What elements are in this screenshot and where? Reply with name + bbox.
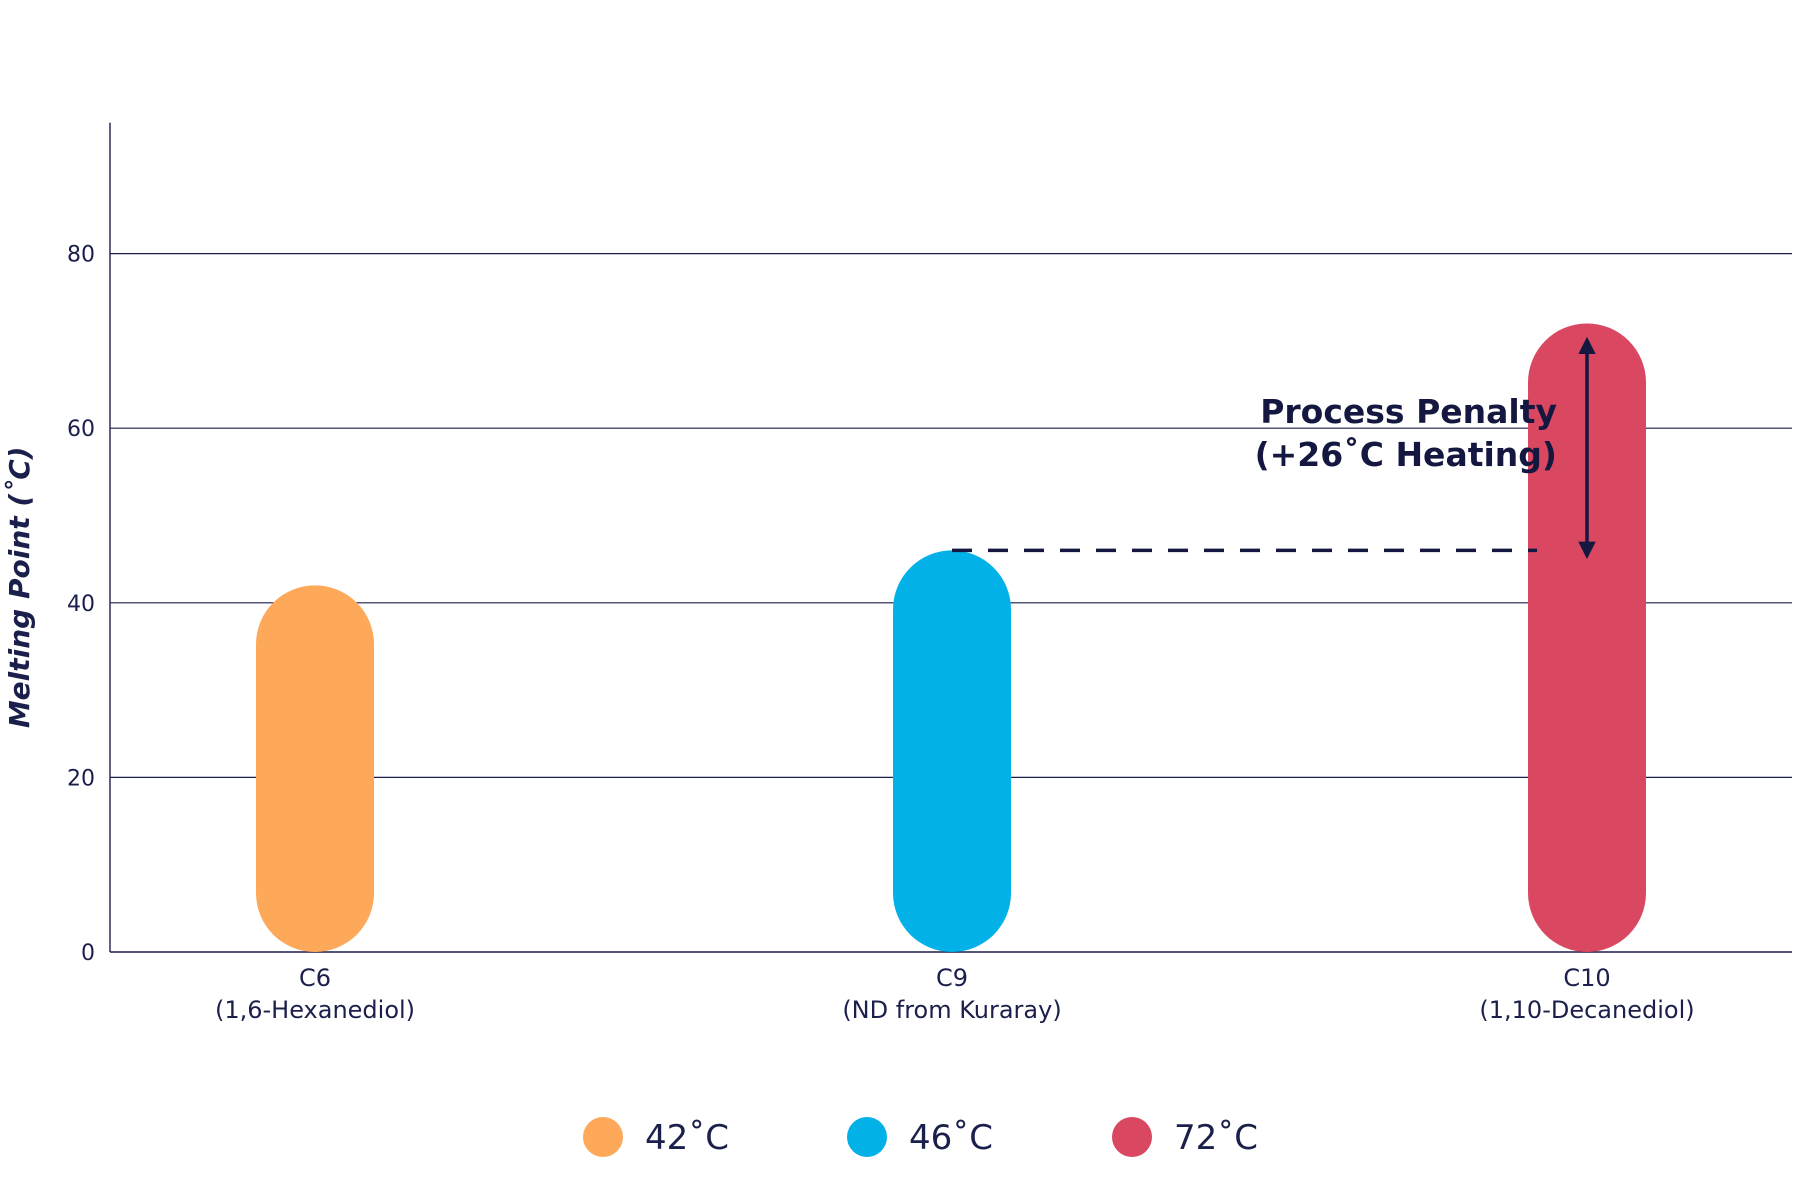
annotation: Process Penalty (+26˚C Heating) xyxy=(952,336,1596,560)
x-tick-label-c9: C9 xyxy=(936,964,968,992)
y-tick-label-80: 80 xyxy=(67,243,95,268)
x-tick-label-c10: C10 xyxy=(1563,964,1610,992)
x-tick-label-c6: C6 xyxy=(299,964,331,992)
y-axis-title: Melting Point (˚C) xyxy=(3,446,36,728)
legend-swatch-3 xyxy=(1112,1117,1152,1157)
x-tick-sublabel-c9: (ND from Kuraray) xyxy=(842,996,1061,1024)
x-tick-sublabel-c6: (1,6-Hexanediol) xyxy=(215,996,415,1024)
legend-label-2: 46˚C xyxy=(909,1118,993,1158)
annotation-line-1: Process Penalty xyxy=(1260,392,1557,431)
bar-c10 xyxy=(1528,323,1646,952)
bars xyxy=(256,323,1646,952)
y-tick-label-60: 60 xyxy=(67,417,95,442)
legend-swatch-1 xyxy=(583,1117,623,1157)
axes xyxy=(109,122,1792,953)
labels: 0 20 40 60 80 Melting Point (˚C) C6 (1,6-Hexane… xyxy=(3,243,1695,1024)
legend-swatch-2 xyxy=(847,1117,887,1157)
y-tick-label-40: 40 xyxy=(67,592,95,617)
legend: 42˚C 46˚C 72˚C xyxy=(583,1117,1258,1158)
legend-label-1: 42˚C xyxy=(645,1118,729,1158)
bar-c6 xyxy=(256,585,374,952)
y-tick-label-20: 20 xyxy=(67,766,95,791)
bar-c9 xyxy=(893,550,1011,952)
annotation-line-2: (+26˚C Heating) xyxy=(1255,435,1557,474)
legend-label-3: 72˚C xyxy=(1174,1118,1258,1158)
x-tick-sublabel-c10: (1,10-Decanediol) xyxy=(1479,996,1694,1024)
y-tick-label-0: 0 xyxy=(81,941,95,966)
